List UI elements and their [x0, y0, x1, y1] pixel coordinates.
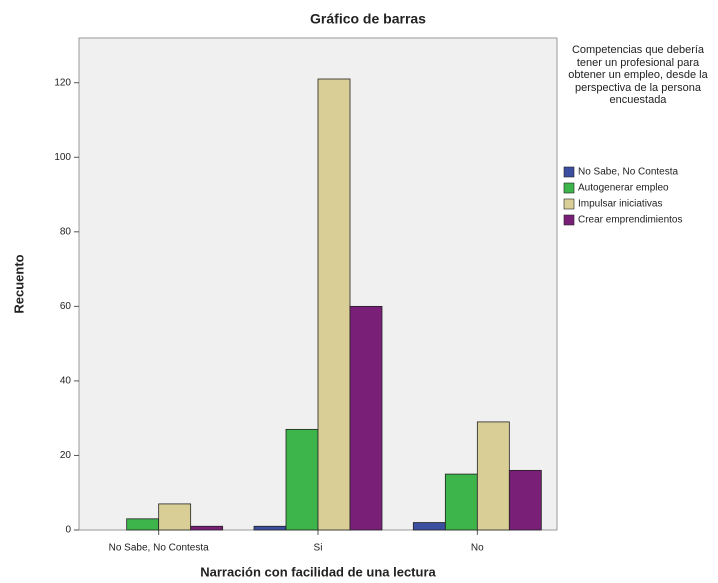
legend-label: Impulsar iniciativas	[578, 199, 662, 210]
bar	[412, 522, 446, 531]
bar	[190, 525, 224, 531]
legend-title: Competencias que debería tener un profes…	[568, 44, 708, 106]
y-tick-label: 40	[60, 376, 72, 387]
bar	[253, 525, 287, 531]
y-axis-label: Recuento	[11, 254, 26, 313]
bar	[444, 473, 478, 531]
legend-label: Crear emprendimientos	[578, 215, 683, 226]
legend-swatch	[563, 182, 575, 194]
y-tick-label: 0	[65, 525, 71, 536]
bar	[508, 469, 542, 531]
x-tick-label: Si	[314, 543, 323, 554]
bar	[126, 518, 160, 531]
y-tick-label: 100	[54, 152, 71, 163]
x-tick-label: No	[471, 543, 484, 554]
bar	[349, 305, 383, 531]
x-tick-label: No Sabe, No Contesta	[109, 543, 209, 554]
legend-label: Autogenerar empleo	[578, 183, 669, 194]
y-tick-label: 80	[60, 226, 72, 237]
bar	[317, 78, 351, 531]
bar	[476, 421, 510, 531]
legend-swatch	[563, 166, 575, 178]
chart-title: Gráfico de barras	[310, 11, 426, 27]
legend-swatch	[563, 214, 575, 226]
y-tick-label: 120	[54, 77, 71, 88]
y-tick-label: 60	[60, 301, 72, 312]
y-tick-label: 20	[60, 450, 72, 461]
bar	[158, 503, 192, 531]
legend-swatch	[563, 198, 575, 210]
x-axis-label: Narración con facilidad de una lectura	[200, 564, 436, 579]
bar	[285, 428, 319, 531]
legend-label: No Sabe, No Contesta	[578, 167, 678, 178]
